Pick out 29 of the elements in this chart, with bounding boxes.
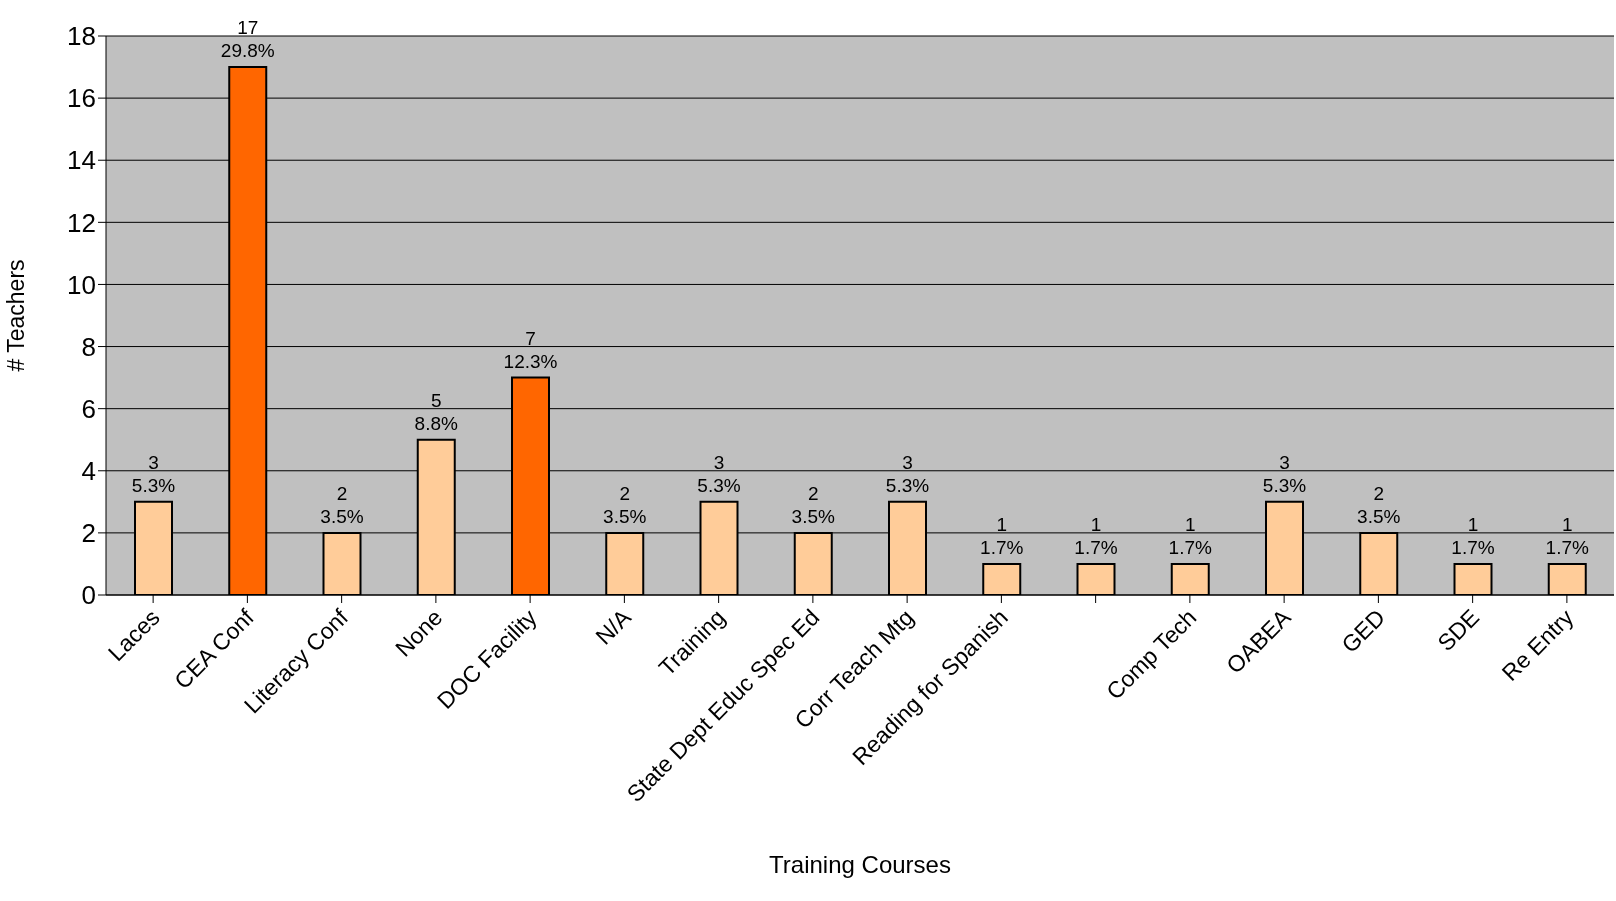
data-label: 2 3.5% bbox=[320, 482, 364, 527]
data-label: 17 29.8% bbox=[220, 17, 275, 62]
data-label: 2 3.5% bbox=[603, 482, 647, 527]
data-label: 1 1.7% bbox=[1545, 513, 1590, 558]
y-axis-title: # Teachers bbox=[3, 259, 30, 372]
data-label: 2 3.5% bbox=[1357, 482, 1401, 527]
y-tick-label: 2 bbox=[81, 518, 96, 549]
data-label: 7 12.3% bbox=[503, 327, 558, 372]
data-label: 1 1.7% bbox=[1074, 513, 1118, 558]
y-tick-label: 18 bbox=[67, 21, 96, 52]
data-label: 2 3.5% bbox=[791, 482, 836, 527]
y-tick-label: 8 bbox=[81, 331, 96, 362]
y-tick-label: 0 bbox=[81, 580, 96, 611]
data-label: 1 1.7% bbox=[1451, 513, 1495, 558]
y-tick-label: 10 bbox=[67, 269, 96, 300]
data-label: 5 8.8% bbox=[414, 389, 459, 434]
y-tick-label: 14 bbox=[67, 145, 96, 176]
x-axis-title: Training Courses bbox=[769, 851, 951, 878]
y-tick-label: 16 bbox=[67, 83, 96, 114]
data-label: 1 1.7% bbox=[980, 513, 1024, 558]
y-tick-label: 12 bbox=[67, 207, 96, 238]
data-label: 3 5.3% bbox=[885, 451, 930, 496]
y-tick-label: 6 bbox=[81, 393, 96, 424]
x-tick-label: N/A bbox=[590, 603, 637, 650]
data-label: 1 1.7% bbox=[1168, 513, 1213, 558]
data-label: 3 5.3% bbox=[131, 451, 176, 496]
data-label: 3 5.3% bbox=[1262, 451, 1307, 496]
data-label: 3 5.3% bbox=[697, 451, 741, 496]
y-tick-label: 4 bbox=[81, 456, 96, 487]
